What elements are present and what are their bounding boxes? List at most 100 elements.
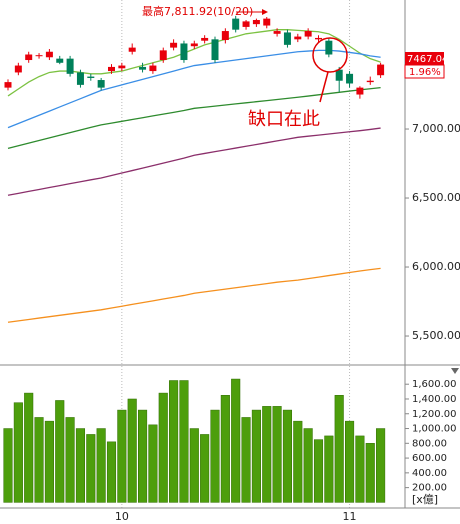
candle-body (294, 36, 302, 40)
candle-body (201, 37, 209, 41)
moving-average-line (7, 267, 381, 323)
candle-body (356, 87, 364, 95)
candle-body (14, 65, 22, 73)
volume-bar (55, 400, 65, 503)
candle-body (283, 32, 291, 45)
y-tick-label: 1,400.00 (412, 394, 457, 405)
candle-body (149, 65, 157, 72)
candle-body (273, 31, 281, 34)
last-price-label: 7467.04 (407, 54, 448, 65)
candle-body (66, 58, 74, 74)
y-tick-label: 5,500.00 (412, 329, 460, 342)
last-price-box (405, 52, 444, 65)
gap-circle (312, 37, 348, 73)
volume-unit-label: [x億] (412, 493, 438, 506)
change-label: 1.96% (409, 67, 441, 78)
candle-body (190, 43, 198, 47)
y-tick-label: 600.00 (412, 453, 447, 464)
moving-average-line (7, 49, 381, 129)
volume-bar (24, 392, 34, 503)
volume-bar (86, 434, 96, 503)
y-tick-label: 1,200.00 (412, 409, 457, 420)
volume-bar (106, 441, 117, 503)
volume-bar (220, 395, 230, 503)
candle-body (315, 37, 322, 40)
high-annotation: 最高7,811.92(10/20) (142, 4, 253, 18)
volume-bar (3, 428, 13, 503)
candle-body (159, 50, 167, 61)
volume-bar (148, 424, 158, 503)
candle-body (45, 51, 53, 58)
volume-bar (179, 380, 189, 503)
volume-bar (117, 409, 127, 503)
y-tick-label: 800.00 (412, 438, 447, 449)
candle-body (118, 65, 126, 69)
candle-body (97, 80, 105, 88)
candle-body (180, 43, 188, 61)
volume-bar (272, 406, 282, 503)
candle-body (76, 72, 84, 85)
candle-body (232, 18, 240, 30)
candle-body (325, 40, 333, 55)
candle-body (211, 39, 219, 61)
candle-body (170, 42, 178, 48)
candle-body (366, 80, 374, 83)
volume-bar (210, 409, 220, 503)
volume-bar (44, 420, 54, 503)
x-tick-label: 11 (343, 510, 357, 523)
volume-bar (313, 439, 324, 503)
volume-bar (324, 435, 334, 503)
y-tick-label: 7,000.00 (412, 122, 460, 135)
candle-body (128, 47, 136, 52)
candle-body (346, 73, 354, 84)
volume-bar (169, 380, 179, 503)
candle-body (35, 55, 43, 57)
panel-menu-icon[interactable] (451, 368, 459, 374)
volume-bar (200, 434, 210, 503)
y-tick-label: 1,600.00 (412, 379, 457, 390)
volume-bar (334, 395, 344, 503)
volume-bar (282, 409, 292, 503)
y-tick-label: 1,000.00 (412, 424, 457, 435)
volume-bar (96, 428, 106, 503)
volume-bar (251, 409, 261, 503)
candle-body (4, 82, 12, 88)
change-box (404, 64, 445, 79)
moving-average-line (7, 86, 381, 149)
gap-annotation: 缺口在此 (248, 109, 320, 130)
y-tick-label: 400.00 (412, 468, 447, 479)
volume-bar (241, 417, 251, 503)
volume-bar (293, 420, 303, 503)
volume-bar (158, 392, 168, 503)
candle-body (139, 66, 147, 70)
x-tick-label: 10 (115, 510, 129, 523)
candle-body (242, 21, 250, 27)
volume-bar (189, 428, 199, 503)
volume-bar (13, 402, 23, 503)
candle-body (221, 31, 229, 41)
volume-bar (303, 428, 313, 503)
gap-pointer (319, 71, 329, 103)
candle-body (87, 76, 95, 78)
candle-body (335, 69, 343, 81)
volume-bar (345, 420, 355, 503)
candle-body (377, 64, 385, 76)
candle-body (56, 58, 64, 63)
moving-average-line (7, 127, 381, 196)
y-tick-label: 200.00 (412, 483, 447, 494)
volume-bar (231, 378, 241, 503)
volume-bar (365, 443, 375, 503)
volume-bar (376, 428, 386, 503)
candle-body (108, 66, 115, 72)
volume-bar (34, 417, 44, 503)
y-tick-label: 6,000.00 (412, 260, 460, 273)
volume-bar (75, 428, 86, 503)
candle-body (304, 31, 312, 37)
candle-body (263, 18, 271, 26)
volume-bar (262, 406, 272, 503)
volume-bar (355, 435, 365, 503)
candle-body (25, 54, 33, 61)
high-arrowhead (262, 9, 268, 15)
candle-body (252, 20, 260, 25)
